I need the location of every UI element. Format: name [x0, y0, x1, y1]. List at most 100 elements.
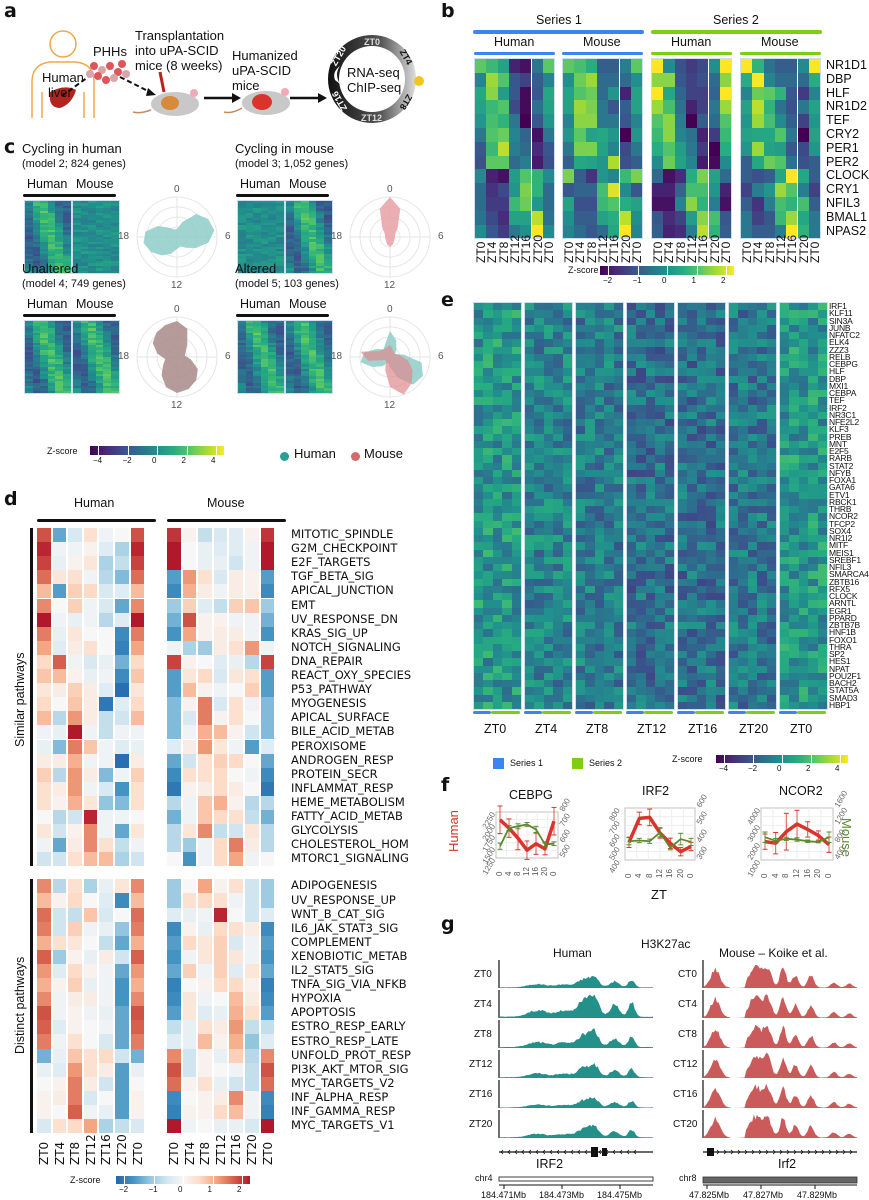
- heatmap-cell: [780, 550, 789, 557]
- heatmap-cell: [655, 477, 664, 484]
- heatmap-cell: [780, 579, 789, 586]
- heatmap-cell: [665, 666, 674, 673]
- heatmap-cell: [614, 426, 623, 433]
- heatmap-cell: [115, 542, 129, 556]
- heatmap-cell: [678, 361, 687, 368]
- heatmap-cell: [597, 100, 608, 114]
- heatmap-cell: [131, 1049, 145, 1063]
- heatmap-cell: [697, 695, 706, 702]
- heatmap-cell: [789, 492, 798, 499]
- heatmap-cell: [767, 470, 776, 477]
- heatmap-cell: [474, 455, 483, 462]
- heatmap-cell: [818, 586, 827, 593]
- heatmap-cell: [585, 376, 594, 383]
- heatmap-cell: [767, 637, 776, 644]
- heatmap-cell: [780, 325, 789, 332]
- heatmap-cell: [604, 455, 613, 462]
- heatmap-cell: [534, 325, 543, 332]
- heatmap-cell: [574, 211, 585, 225]
- heatmap-cell: [716, 557, 725, 564]
- heatmap-cell: [738, 644, 747, 651]
- heatmap-cell: [678, 571, 687, 578]
- series2-bar-e: [797, 711, 826, 714]
- heatmap-cell: [198, 1091, 212, 1105]
- heatmap-cell: [789, 695, 798, 702]
- heatmap-cell: [214, 613, 228, 627]
- heatmap-cell: [799, 535, 808, 542]
- heatmap-cell: [767, 644, 776, 651]
- heatmap-cell: [716, 368, 725, 375]
- heatmap-cell: [663, 156, 674, 170]
- heatmap-cell: [493, 426, 502, 433]
- heatmap-cell: [729, 448, 738, 455]
- heatmap-cell: [534, 702, 543, 709]
- heatmap-cell: [53, 893, 67, 907]
- heatmap-cell: [697, 687, 706, 694]
- heatmap-cell: [88, 391, 96, 393]
- heatmap-cell: [574, 142, 585, 156]
- heatmap-cell: [37, 754, 51, 768]
- heatmap-cell: [652, 114, 663, 128]
- rose-tick-6: 6: [225, 232, 231, 242]
- heatmap-cell: [532, 87, 543, 101]
- heatmap-cell: [738, 608, 747, 615]
- series2-bar-e: [746, 711, 775, 714]
- heatmap-cell: [525, 470, 534, 477]
- heatmap-cell: [563, 477, 572, 484]
- heatmap-cell: [799, 492, 808, 499]
- heatmap-cell: [799, 629, 808, 636]
- heatmap-cell: [183, 1034, 197, 1048]
- heatmap-cell: [214, 1020, 228, 1034]
- heatmap-cell: [576, 615, 585, 622]
- heatmap-cell: [576, 637, 585, 644]
- heatmap-cell: [627, 579, 636, 586]
- heatmap-cell: [576, 593, 585, 600]
- rose-shape: [144, 214, 215, 255]
- heatmap-cell: [115, 908, 129, 922]
- heatmap-cell: [544, 412, 553, 419]
- heatmap-cell: [493, 506, 502, 513]
- heatmap-cell: [576, 666, 585, 673]
- heatmap-cell: [720, 100, 731, 114]
- heatmap-cell: [553, 513, 562, 520]
- heatmap-cell: [84, 542, 98, 556]
- heatmap-cell: [655, 405, 664, 412]
- heatmap-cell: [563, 397, 572, 404]
- heatmap-cell: [474, 506, 483, 513]
- heatmap-cell: [493, 390, 502, 397]
- heatmap-cell: [198, 810, 212, 824]
- heatmap-cell: [780, 622, 789, 629]
- heatmap-cell: [757, 499, 766, 506]
- heatmap-cell: [553, 318, 562, 325]
- heatmap-cell: [799, 608, 808, 615]
- heatmap-cell: [595, 405, 604, 412]
- heatmap-cell: [663, 197, 674, 211]
- heatmap-cell: [752, 169, 763, 183]
- heatmap-cell: [646, 368, 655, 375]
- heatmap-cell: [716, 463, 725, 470]
- heatmap-cell: [716, 397, 725, 404]
- heatmap-cell: [741, 100, 752, 114]
- heatmap-cell: [652, 128, 663, 142]
- heatmap-cell: [646, 550, 655, 557]
- heatmap-cell: [483, 593, 492, 600]
- heatmap-cell: [183, 1006, 197, 1020]
- heatmap-cell: [636, 535, 645, 542]
- heatmap-cell: [585, 637, 594, 644]
- heatmap-cell: [214, 655, 228, 669]
- heatmap-cell: [604, 354, 613, 361]
- heatmap-cell: [96, 391, 104, 393]
- heatmap-cell: [576, 405, 585, 412]
- heatmap-cell: [493, 579, 502, 586]
- heatmap-cell: [604, 658, 613, 665]
- heatmap-cell: [697, 615, 706, 622]
- heatmap-cell: [818, 658, 827, 665]
- heatmap-cell: [687, 579, 696, 586]
- heatmap-cell: [818, 441, 827, 448]
- heatmap-cell: [627, 376, 636, 383]
- heatmap-cell: [738, 368, 747, 375]
- heatmap-cell: [678, 557, 687, 564]
- heatmap-cell: [276, 391, 284, 393]
- heatmap-cell: [502, 390, 511, 397]
- heatmap-cell: [646, 666, 655, 673]
